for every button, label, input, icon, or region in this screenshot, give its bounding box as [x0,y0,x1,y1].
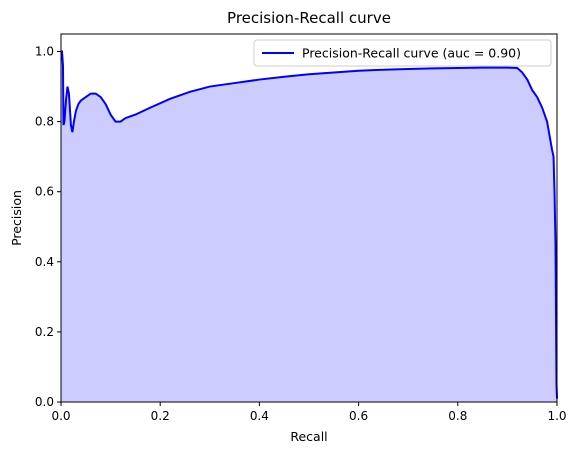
y-tick-label: 0.6 [35,185,54,199]
x-tick-label: 0.6 [349,409,368,423]
y-axis-label: Precision [9,190,24,246]
plot-area [60,33,558,403]
area-fill [61,51,557,403]
plot-frame [60,33,558,403]
legend-box [253,39,552,67]
x-tick-label: 0.2 [151,409,170,423]
x-tick-label: 1.0 [547,409,566,423]
legend-entry: Precision-Recall curve (auc = 0.90) [302,46,521,61]
x-axis: 0.0 0.2 0.4 0.6 0.8 1.0 [51,402,567,423]
y-axis: 0.0 0.2 0.4 0.6 0.8 1.0 [35,45,61,409]
y-tick-label: 0.8 [35,115,54,129]
y-tick-label: 1.0 [35,45,54,59]
legend: Precision-Recall curve (auc = 0.90) [253,39,552,67]
x-tick-label: 0.4 [250,409,269,423]
y-tick-label: 0.2 [35,325,54,339]
x-axis-label: Recall [290,429,327,444]
x-tick-label: 0.0 [51,409,70,423]
x-tick-label: 0.8 [448,409,467,423]
y-tick-label: 0.0 [35,395,54,409]
y-tick-label: 0.4 [35,255,54,269]
series-line [60,50,558,399]
chart-title: Precision-Recall curve [227,9,391,27]
